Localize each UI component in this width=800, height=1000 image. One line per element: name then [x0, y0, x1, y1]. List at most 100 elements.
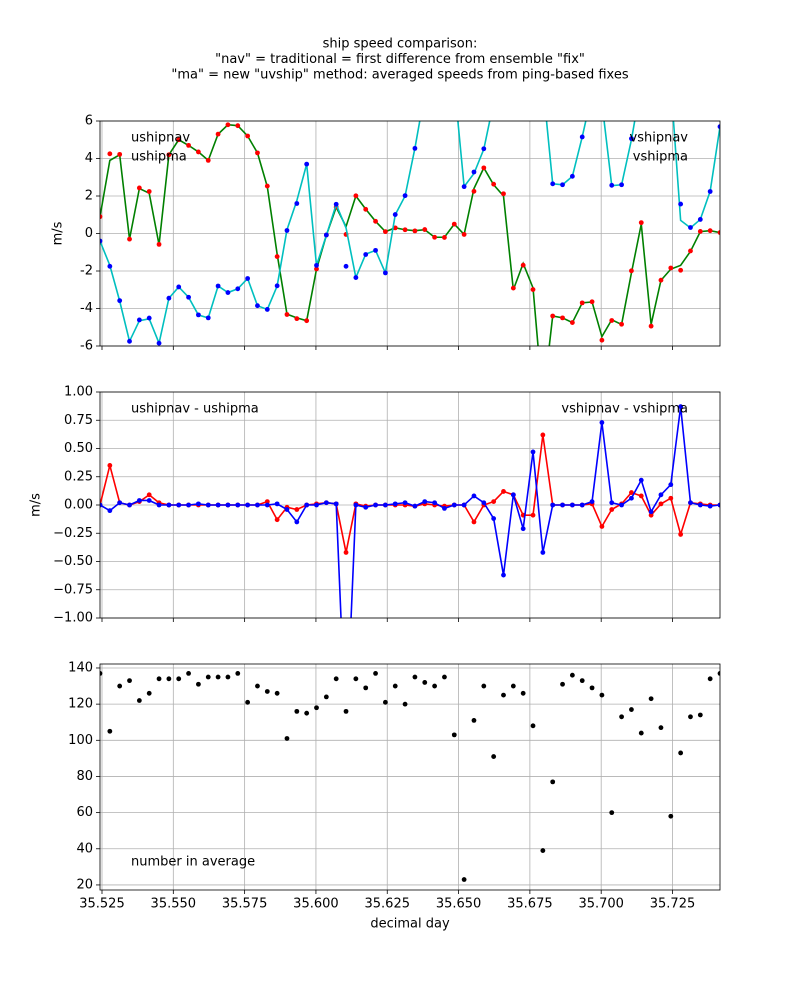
- data-point: [156, 340, 162, 346]
- data-point: [717, 671, 720, 676]
- data-point: [353, 193, 359, 199]
- data-point: [255, 683, 260, 689]
- data-point: [186, 671, 191, 676]
- data-point: [146, 189, 152, 194]
- data-point: [294, 201, 300, 206]
- data-point: [629, 490, 634, 495]
- data-point: [392, 501, 398, 507]
- data-point: [697, 712, 703, 718]
- series-line: [100, 406, 720, 618]
- data-point: [264, 183, 270, 189]
- data-point: [353, 502, 359, 508]
- data-point: [146, 315, 152, 321]
- data-point: [491, 516, 497, 521]
- data-point: [697, 217, 703, 222]
- data-point: [176, 676, 182, 682]
- data-point: [569, 173, 575, 179]
- data-point: [461, 877, 467, 882]
- data-point: [668, 265, 674, 271]
- data-point: [638, 477, 644, 483]
- data-point: [550, 313, 556, 319]
- data-point: [304, 161, 310, 167]
- data-point: [146, 690, 152, 696]
- data-point: [196, 149, 201, 155]
- data-point: [127, 502, 132, 508]
- y-tick-label: −0.75: [53, 582, 93, 597]
- y-tick-label: -4: [80, 301, 93, 316]
- data-point: [264, 502, 270, 508]
- data-point: [501, 191, 506, 197]
- data-point: [619, 714, 624, 720]
- data-point: [156, 241, 162, 247]
- series-line: [100, 434, 720, 553]
- data-point: [530, 723, 536, 729]
- data-point: [117, 151, 123, 157]
- data-point: [363, 206, 369, 212]
- data-point: [156, 676, 162, 682]
- data-point: [343, 550, 349, 555]
- data-point: [136, 317, 142, 323]
- data-point: [648, 509, 654, 515]
- data-point: [136, 698, 142, 703]
- data-point: [255, 150, 260, 156]
- data-point: [648, 323, 654, 329]
- data-point: [697, 229, 703, 234]
- data-point: [363, 252, 369, 257]
- data-point: [432, 683, 438, 689]
- data-point: [225, 674, 231, 680]
- y-tick-label: 0.50: [64, 441, 93, 456]
- data-point: [461, 502, 467, 508]
- data-point: [117, 500, 123, 506]
- data-point: [245, 699, 251, 705]
- data-point: [432, 234, 438, 240]
- data-point: [100, 214, 103, 220]
- data-point: [176, 284, 182, 290]
- x-tick-label: 35.600: [293, 897, 339, 912]
- data-point: [196, 312, 201, 318]
- y-tick-label: 0: [85, 226, 93, 241]
- data-point: [255, 502, 260, 508]
- data-point: [422, 90, 427, 95]
- data-point: [717, 230, 720, 235]
- axes-frame: [99, 663, 721, 891]
- y-tick-label: 0.25: [64, 469, 93, 484]
- data-point: [481, 146, 487, 152]
- x-tick-label: 35.525: [79, 897, 125, 912]
- data-point: [600, 86, 605, 91]
- data-point: [658, 492, 664, 498]
- data-point: [333, 201, 339, 207]
- data-point: [353, 275, 359, 280]
- data-point: [668, 482, 674, 488]
- data-point: [560, 315, 565, 321]
- data-point: [412, 503, 418, 509]
- data-point: [530, 512, 536, 518]
- y-tick-label: −1.00: [53, 611, 93, 626]
- data-point: [590, 90, 595, 95]
- data-point: [402, 500, 408, 506]
- data-point: [304, 502, 310, 508]
- data-point: [579, 134, 585, 140]
- data-point: [127, 236, 132, 242]
- data-point: [707, 228, 713, 234]
- data-point: [146, 498, 152, 503]
- data-point: [117, 683, 123, 689]
- data-point: [294, 708, 300, 714]
- data-point: [589, 299, 595, 305]
- data-point: [668, 495, 674, 501]
- data-point: [314, 502, 319, 508]
- data-point: [264, 689, 270, 694]
- data-point: [471, 718, 477, 723]
- data-point: [678, 267, 684, 273]
- data-point: [382, 502, 388, 508]
- data-point: [166, 152, 172, 158]
- axes-frame: [99, 391, 721, 619]
- data-point: [382, 699, 388, 705]
- data-point: [638, 493, 644, 499]
- data-point: [344, 734, 349, 739]
- x-tick-label: 35.725: [650, 897, 696, 912]
- data-point: [471, 169, 477, 175]
- data-point: [659, 79, 664, 84]
- data-point: [314, 705, 319, 711]
- data-point: [136, 498, 142, 503]
